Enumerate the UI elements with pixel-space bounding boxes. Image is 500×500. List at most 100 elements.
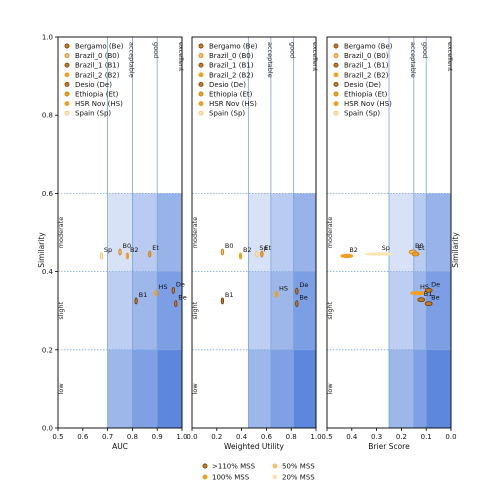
legend-label: Desio (De) (209, 81, 246, 89)
data-point (154, 289, 158, 297)
y-tick-label: 0.0 (42, 425, 53, 433)
legend-label: HSR Nov (HS) (75, 100, 123, 108)
mss-legend-marker (272, 463, 278, 469)
y-tick-label: 0.8 (42, 112, 53, 120)
similarity-level-label: slight (191, 301, 199, 319)
legend-marker (198, 72, 204, 78)
similarity-level-label: low (326, 383, 334, 395)
x-axis-label: Brier Score (368, 442, 410, 451)
legend-label: Brazil_2 (B2) (209, 71, 254, 79)
performance-region (426, 271, 451, 350)
data-point-label: Be (299, 294, 307, 302)
data-point (171, 286, 175, 294)
performance-region (293, 349, 316, 428)
legend-marker (198, 43, 204, 49)
similarity-level-label: slight (57, 301, 65, 319)
mss-legend-label: >110% MSS (212, 463, 256, 471)
legend-marker (64, 62, 70, 68)
performance-region (248, 349, 271, 428)
legend-marker (333, 110, 339, 116)
legend-marker (333, 43, 339, 49)
threshold-label: excellent (177, 42, 185, 72)
legend-label: Bergamo (Be) (75, 43, 124, 51)
data-point-label: B0 (225, 242, 234, 250)
similarity-level-label: moderate (326, 217, 334, 249)
data-point (295, 287, 299, 295)
data-point (410, 291, 425, 296)
legend-marker (333, 81, 339, 87)
performance-region (107, 349, 133, 428)
legend-label: Brazil_0 (B0) (344, 52, 389, 60)
data-point-label: B2 (243, 246, 252, 254)
threshold-label: good (152, 42, 160, 58)
legend-label: Brazil_1 (B1) (209, 62, 254, 70)
data-point-label: De (299, 281, 308, 289)
performance-region (293, 193, 316, 272)
mss-legend: >110% MSS 50% MSS 100% MSS 20% MSS (202, 463, 315, 482)
performance-region (248, 193, 271, 272)
legend-label: Brazil_1 (B1) (75, 62, 120, 70)
similarity-level-label: moderate (57, 217, 65, 249)
performance-region (413, 193, 427, 272)
legend-marker (198, 110, 204, 116)
performance-region (270, 349, 294, 428)
data-point (118, 248, 122, 256)
chart-panel-1: acceptable good excellent low slight moderate… (37, 34, 188, 452)
performance-region (389, 271, 414, 350)
data-point-label: HS (279, 284, 288, 292)
legend-marker (64, 91, 70, 97)
threshold-label: acceptable (266, 42, 274, 78)
data-point (174, 300, 178, 308)
performance-region (293, 271, 316, 350)
data-point-label: B1 (424, 290, 433, 298)
legend-marker (64, 110, 70, 116)
legend-marker (64, 43, 70, 49)
mss-legend-marker (202, 463, 208, 469)
data-point-label: De (431, 280, 440, 288)
legend-label: Ethiopia (Et) (209, 91, 253, 99)
x-tick-label: 0.2 (396, 433, 407, 441)
legend-marker (198, 62, 204, 68)
data-point (260, 250, 264, 258)
legend-marker (333, 62, 339, 68)
data-point-label: Sp (104, 246, 112, 254)
x-tick-label: 0.7 (102, 433, 113, 441)
threshold-label: acceptable (127, 42, 135, 78)
legend-marker (333, 91, 339, 97)
data-point-label: Et (152, 244, 159, 252)
legend-label: Brazil_1 (B1) (344, 62, 389, 70)
x-tick-label: 0.3 (371, 433, 382, 441)
performance-region (132, 271, 158, 350)
legend-label: Desio (De) (75, 81, 112, 89)
mss-legend-marker (272, 474, 278, 480)
performance-region (413, 349, 427, 428)
legend-label: Spain (Sp) (75, 110, 111, 118)
legend-marker (64, 72, 70, 78)
legend-marker (64, 53, 70, 59)
performance-region (426, 193, 451, 272)
performance-region (270, 193, 294, 272)
x-tick-label: 1.0 (310, 433, 321, 441)
legend-label: Spain (Sp) (344, 110, 380, 118)
data-point-label: B0 (123, 242, 132, 250)
mss-legend-marker (202, 474, 208, 480)
data-point (424, 287, 433, 293)
data-point (255, 250, 259, 258)
x-tick-label: 0.0 (186, 433, 197, 441)
data-point-label: B1 (225, 291, 234, 299)
performance-region (157, 349, 182, 428)
legend-marker (198, 101, 204, 107)
legend-label: Bergamo (Be) (209, 43, 258, 51)
data-point-label: B2 (349, 246, 358, 254)
y-tick-label: 1.0 (42, 34, 53, 42)
legend-marker (198, 91, 204, 97)
similarity-level-label: low (191, 383, 199, 395)
x-tick-label: 0.6 (261, 433, 273, 441)
similarity-level-label: moderate (191, 217, 199, 249)
data-point-label: HS (158, 283, 167, 291)
legend-label: Brazil_0 (B0) (209, 52, 254, 60)
threshold-label: acceptable (409, 42, 417, 78)
legend-label: Brazil_2 (B2) (75, 71, 120, 79)
y-tick-label: 0.6 (42, 190, 54, 198)
performance-region (248, 271, 271, 350)
